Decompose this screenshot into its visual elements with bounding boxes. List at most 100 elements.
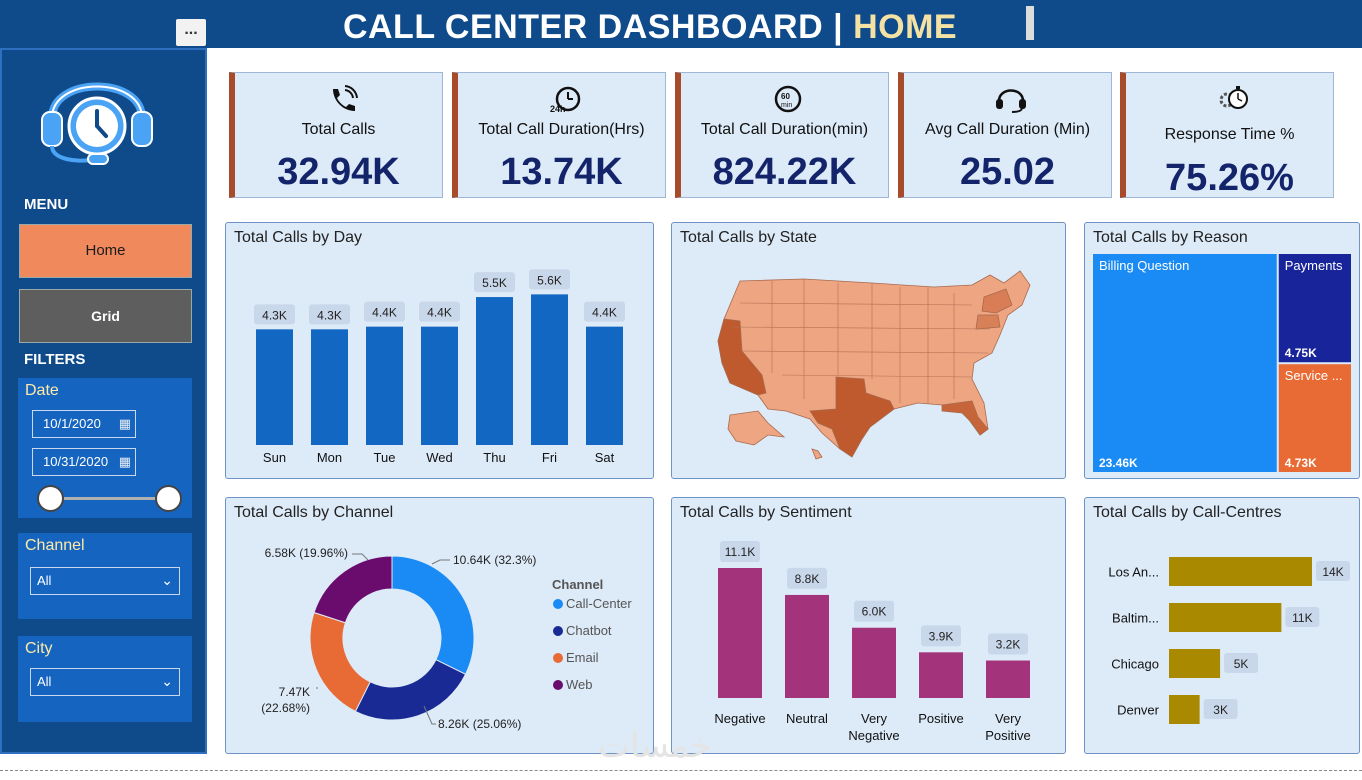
sidebar: MENU Home Grid FILTERS Date 10/1/2020 ▦ … <box>0 48 207 754</box>
day-data-label-bg <box>529 269 570 290</box>
nav-home-button[interactable]: Home <box>19 224 192 278</box>
callcentre-tick-label: Baltim... <box>1112 611 1159 626</box>
callcentre-data-label-bg <box>1224 653 1259 673</box>
sentiment-tick-label: Negative <box>848 728 899 743</box>
day-data-label-bg <box>364 301 405 322</box>
day-bar <box>311 329 348 445</box>
donut-leader-line <box>431 559 450 565</box>
legend-item-label: Email <box>566 650 599 665</box>
kpi-total-duration-min: 60 min Total Call Duration(min) 824.22K <box>675 72 889 198</box>
sentiment-bar <box>852 627 896 698</box>
day-data-label: 4.4K <box>372 306 397 320</box>
start-date-input[interactable]: 10/1/2020 ▦ <box>32 410 136 438</box>
callcentre-data-label: 14K <box>1322 565 1343 579</box>
kpi-value: 75.26% <box>1165 157 1294 199</box>
donut-data-label: 7.47K <box>279 685 310 699</box>
header-divider <box>1026 6 1034 40</box>
calls-by-day-chart: 4.3K Sun 4.3K Mon 4.4K Tue 4.4K Wed 5.5K Thu 5.6K F… <box>254 269 625 465</box>
day-tick-label: Sat <box>595 450 615 465</box>
phone-icon <box>333 85 358 111</box>
end-date-input[interactable]: 10/31/2020 ▦ <box>32 448 136 476</box>
treemap-cell-label: Billing Question <box>1099 258 1189 273</box>
kpi-total-calls: Total Calls 32.94K <box>229 72 443 198</box>
date-slider-end-handle[interactable] <box>155 485 182 512</box>
panel-title: Total Calls by Channel <box>234 504 394 521</box>
day-tick-label: Sun <box>263 450 286 465</box>
callcentre-bar <box>1169 603 1282 632</box>
svg-text:min: min <box>781 102 792 109</box>
day-bar <box>586 326 623 445</box>
kpi-label: Total Call Duration(Hrs) <box>478 121 645 138</box>
callcentre-tick-label: Los An... <box>1108 565 1159 580</box>
day-data-label-bg <box>474 272 515 293</box>
headset-clock-logo-icon <box>41 82 153 165</box>
bottom-divider <box>0 770 1362 771</box>
donut-data-label: 8.26K (25.06%) <box>438 717 521 731</box>
panel-calls-by-channel: Total Calls by Channel 10.64K (32.3%) 8.2… <box>225 497 654 754</box>
kpi-value: 824.22K <box>712 151 857 193</box>
kpi-response-time: Response Time % 75.26% <box>1120 72 1334 199</box>
more-options-button[interactable]: ... <box>176 19 206 46</box>
sentiment-tick-label: Very <box>861 711 888 726</box>
date-slider-start-handle[interactable] <box>37 485 64 512</box>
panel-calls-by-reason: Total Calls by Reason Billing Question 23… <box>1084 222 1360 479</box>
sentiment-data-label: 3.9K <box>929 629 954 643</box>
donut-slice <box>309 611 371 713</box>
header-bar: CALL CENTER DASHBOARD | HOME <box>0 0 1362 48</box>
page-title: CALL CENTER DASHBOARD | HOME <box>0 8 1300 47</box>
calls-by-reason-treemap: Billing Question 23.46K Payments 4.75K Servi… <box>1093 254 1351 472</box>
day-bar <box>421 326 458 445</box>
day-tick-label: Mon <box>317 450 342 465</box>
city-select-value: All <box>37 674 52 689</box>
legend-item-label: Call-Center <box>566 596 632 611</box>
panel-calls-by-state: Total Calls by State <box>671 222 1066 479</box>
donut-slice <box>391 555 475 675</box>
calendar-icon[interactable]: ▦ <box>118 454 131 469</box>
date-range-slider[interactable] <box>51 497 169 500</box>
day-data-label: 4.4K <box>592 306 617 320</box>
day-data-label: 5.5K <box>482 276 507 290</box>
treemap-cell-value: 4.73K <box>1285 456 1317 470</box>
callcentre-tick-label: Denver <box>1117 703 1160 718</box>
legend-swatch <box>553 653 563 663</box>
day-data-label-bg <box>584 301 625 322</box>
callcentre-tick-label: Chicago <box>1111 657 1159 672</box>
sentiment-data-label: 11.1K <box>725 545 755 559</box>
legend-title: Channel <box>552 577 603 592</box>
treemap-cell <box>1278 254 1351 363</box>
headset-icon <box>996 89 1026 113</box>
map-state-florida <box>941 400 989 436</box>
city-select[interactable]: All ⌄ <box>30 668 180 696</box>
legend-swatch <box>553 599 563 609</box>
treemap-cell-label: Service ... <box>1285 368 1343 383</box>
nav-grid-button[interactable]: Grid <box>19 289 192 343</box>
calls-by-sentiment-chart: 11.1K Negative 8.8K Neutral 6.0K Very Negative… <box>714 541 1031 743</box>
donut-slice <box>313 555 393 624</box>
sentiment-data-label-bg <box>720 541 760 562</box>
day-tick-label: Thu <box>483 450 505 465</box>
callcentre-bar <box>1169 649 1221 678</box>
clock-24h-icon: 24h <box>550 86 581 113</box>
channel-select[interactable]: All ⌄ <box>30 567 180 595</box>
sentiment-data-label: 3.2K <box>996 638 1021 652</box>
legend-item-label: Web <box>566 677 593 692</box>
sentiment-tick-label: Neutral <box>786 711 828 726</box>
calendar-icon[interactable]: ▦ <box>118 416 131 431</box>
day-data-label: 4.4K <box>427 306 452 320</box>
panel-calls-by-callcentre: Total Calls by Call-Centres Los An... 14K… <box>1084 497 1360 754</box>
callcentre-bar <box>1169 557 1312 586</box>
map-state-pennsylvania <box>975 314 1001 330</box>
treemap-cell-value: 23.46K <box>1099 456 1138 470</box>
day-data-label: 4.3K <box>262 308 287 322</box>
day-data-label: 5.6K <box>537 273 562 287</box>
sentiment-tick-label: Negative <box>714 711 765 726</box>
chevron-down-icon: ⌄ <box>161 572 173 588</box>
panel-title: Total Calls by Sentiment <box>680 504 852 521</box>
kpi-label: Avg Call Duration (Min) <box>924 121 1091 138</box>
channel-filter: Channel All ⌄ <box>18 533 192 619</box>
callcentre-data-label-bg <box>1285 607 1320 627</box>
date-filter-label: Date <box>25 382 59 399</box>
timer-60min-icon: 60 min <box>774 85 802 113</box>
donut-slice <box>354 659 467 721</box>
panel-title: Total Calls by Reason <box>1093 229 1248 246</box>
